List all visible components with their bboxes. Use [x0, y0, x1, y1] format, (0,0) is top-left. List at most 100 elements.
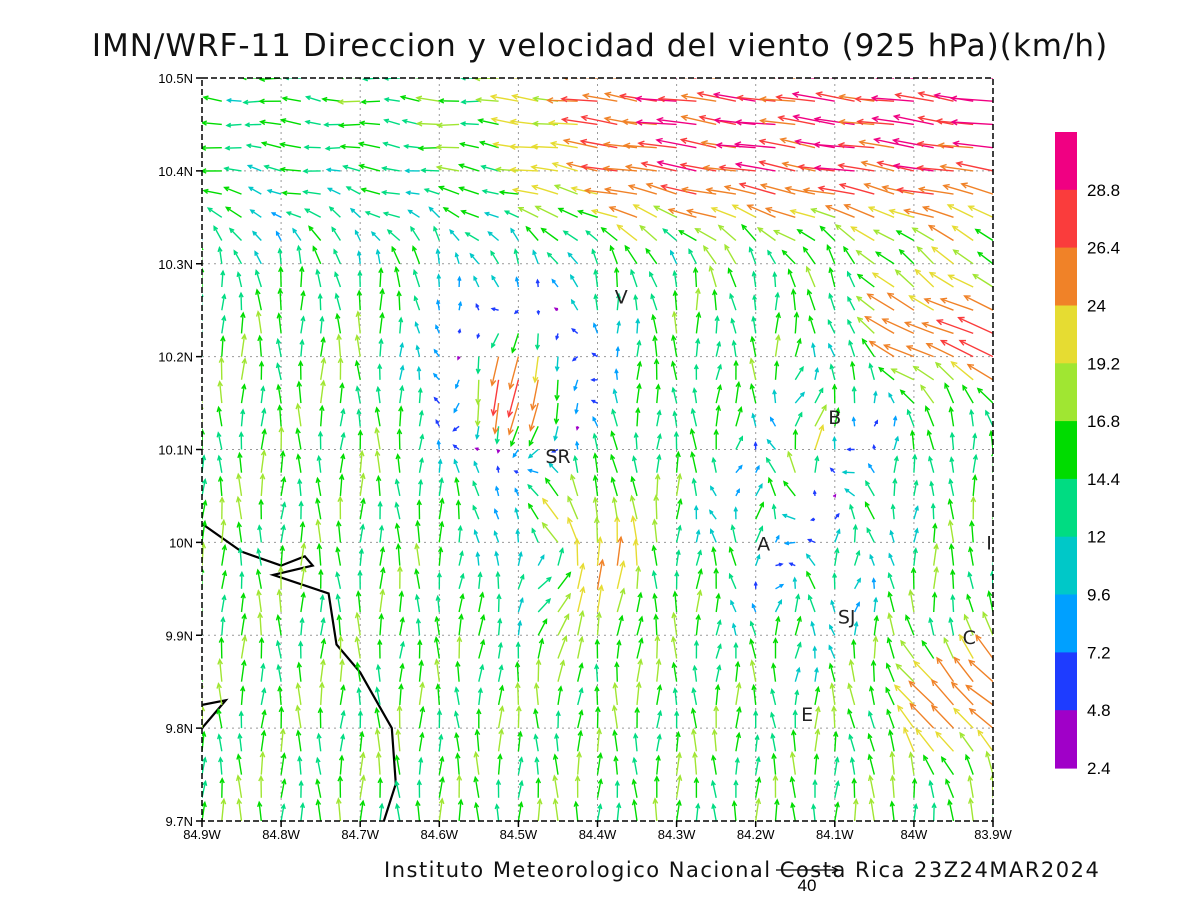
wind-vector-head	[382, 141, 389, 147]
wind-vector-head	[734, 161, 743, 169]
wind-vector	[279, 544, 286, 566]
wind-vector-head	[217, 657, 224, 665]
wind-vector-head	[240, 408, 246, 415]
wind-vector	[834, 801, 840, 821]
wind-vector-head	[221, 293, 227, 300]
wind-vector	[258, 636, 265, 659]
wind-vector	[753, 709, 759, 729]
wind-vector	[913, 505, 919, 520]
wind-vector-head	[476, 708, 482, 715]
wind-vector	[517, 779, 524, 798]
wind-vector-head	[912, 365, 920, 372]
wind-vector-shaft	[792, 730, 796, 752]
wind-vector-head	[576, 209, 584, 216]
wind-vector-shaft	[865, 316, 895, 335]
wind-vector-head	[856, 316, 864, 323]
wind-vector	[237, 732, 243, 752]
wind-vector	[865, 480, 875, 497]
wind-vector	[755, 797, 762, 821]
wind-vector-shaft	[691, 409, 698, 427]
wind-vector	[888, 392, 895, 404]
wind-vector-shaft	[237, 272, 243, 288]
wind-vector-head	[278, 141, 286, 148]
wind-vector	[787, 450, 796, 473]
wind-vector-head	[868, 362, 874, 369]
wind-vector	[399, 662, 405, 682]
wind-vector-head	[498, 684, 505, 691]
wind-vector-shaft	[591, 249, 599, 265]
wind-vector-shaft	[455, 687, 460, 706]
wind-vector-head	[731, 799, 738, 807]
wind-vector	[577, 662, 584, 682]
wind-vector-shaft	[577, 611, 584, 636]
wind-vector-shaft	[240, 593, 245, 613]
wind-vector-head	[976, 251, 983, 258]
wind-vector	[202, 188, 222, 195]
wind-vector-head	[536, 797, 543, 805]
wind-vector	[379, 546, 386, 566]
wind-vector-shaft	[772, 754, 777, 775]
wind-vector	[829, 363, 836, 380]
wind-vector-shaft	[933, 592, 936, 613]
wind-vector-head	[202, 384, 203, 386]
wind-vector-shaft	[773, 390, 777, 404]
wind-vector-head	[533, 682, 540, 689]
wind-vector-head	[909, 429, 916, 436]
wind-vector-head	[494, 485, 500, 491]
wind-vector-shaft	[465, 232, 480, 242]
wind-vector-head	[886, 292, 895, 299]
wind-vector-head	[910, 566, 917, 574]
wind-vector-shaft	[252, 231, 262, 241]
wind-vector	[635, 119, 677, 126]
wind-vector	[433, 396, 440, 404]
wind-vector-head	[871, 115, 879, 123]
wind-vector-shaft	[225, 147, 242, 149]
wind-vector-head	[399, 616, 405, 623]
wind-vector-head	[206, 207, 213, 213]
wind-vector	[515, 641, 521, 659]
wind-vector-shaft	[814, 687, 819, 706]
wind-vector	[775, 94, 816, 102]
wind-vector-shaft	[803, 189, 835, 195]
wind-vector-shaft	[475, 803, 480, 821]
wind-vector-shaft	[359, 732, 363, 752]
wind-vector-head	[630, 475, 636, 483]
wind-vector-shaft	[517, 802, 523, 821]
wind-vector-shaft	[977, 730, 993, 752]
wind-vector-head	[908, 751, 915, 758]
wind-vector-head	[418, 659, 424, 666]
wind-vector-shaft	[517, 552, 522, 566]
wind-vector-shaft	[229, 228, 243, 241]
wind-vector-shaft	[951, 570, 955, 589]
wind-vector-shaft	[794, 412, 803, 427]
wind-vector-head	[315, 778, 321, 785]
wind-vector	[633, 732, 639, 752]
wind-vector-shaft	[333, 249, 342, 265]
wind-vector-head	[914, 268, 922, 276]
wind-vector-head	[715, 404, 722, 412]
wind-vector-head	[236, 521, 242, 528]
wind-vector	[315, 476, 322, 497]
wind-vector-head	[851, 638, 857, 645]
wind-vector	[955, 161, 993, 172]
wind-vector-shaft	[834, 781, 839, 798]
wind-vector-head	[994, 499, 998, 504]
wind-vector-head	[792, 576, 798, 582]
wind-vector	[834, 780, 840, 798]
wind-vector-head	[567, 495, 573, 503]
wind-vector-head	[454, 686, 460, 693]
wind-vector-shaft	[459, 164, 480, 172]
wind-vector-head	[931, 246, 939, 253]
wind-vector	[616, 639, 622, 659]
wind-vector	[223, 186, 242, 195]
wind-vector-shaft	[636, 638, 643, 659]
wind-vector-head	[453, 408, 458, 414]
colorbar-swatch	[1055, 536, 1077, 596]
wind-vector-head	[948, 616, 954, 623]
wind-vector-shaft	[594, 294, 599, 311]
wind-vector-shaft	[872, 578, 875, 589]
wind-vector-head	[394, 478, 400, 485]
wind-vector	[808, 315, 816, 334]
wind-vector	[296, 661, 302, 682]
wind-vector-shaft	[807, 289, 816, 311]
